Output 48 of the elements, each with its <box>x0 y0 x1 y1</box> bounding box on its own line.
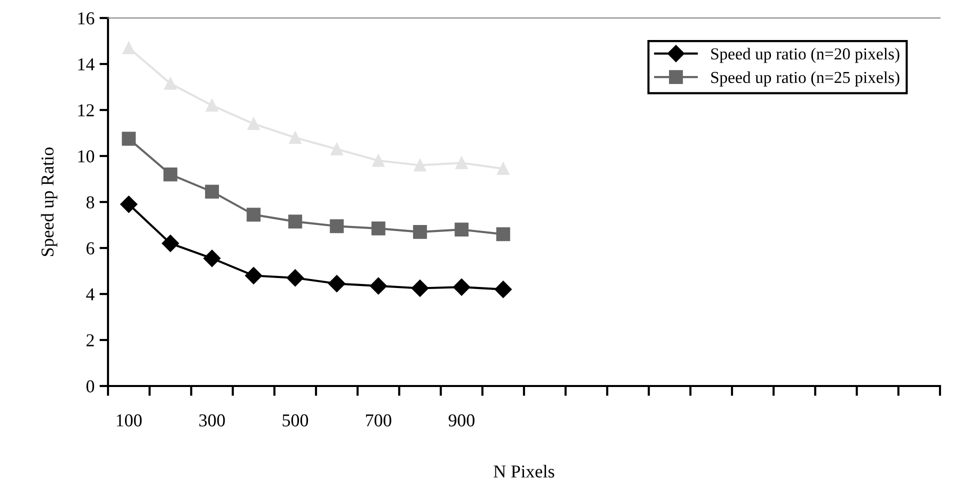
x-tick-label: 100 <box>116 414 142 426</box>
point <box>203 250 221 267</box>
point <box>163 167 178 182</box>
x-tick-label: 500 <box>282 414 308 426</box>
point <box>496 162 510 175</box>
point <box>205 184 219 199</box>
point <box>288 131 302 144</box>
point <box>371 222 386 236</box>
point <box>288 214 302 228</box>
x-tick-label: 300 <box>199 414 225 426</box>
legend-label: Speed up ratio (n=20 pixels) <box>711 48 900 63</box>
y-tick-label: 6 <box>86 242 94 254</box>
point <box>411 280 429 297</box>
point <box>164 77 177 90</box>
y-tick-label: 16 <box>78 12 94 24</box>
y-tick-label: 14 <box>78 58 95 70</box>
y-axis-title: Speed up Ratio <box>40 148 58 256</box>
point <box>454 222 469 237</box>
point <box>330 142 344 156</box>
y-tick-label: 8 <box>86 196 94 208</box>
x-tick-label: 900 <box>448 414 474 426</box>
y-tick-label: 10 <box>78 150 94 162</box>
point <box>414 158 426 172</box>
point <box>494 280 512 298</box>
point <box>328 275 346 292</box>
point <box>120 196 138 213</box>
y-tick-label: 0 <box>86 380 94 392</box>
point <box>206 99 218 112</box>
point <box>286 269 304 286</box>
point <box>162 234 179 252</box>
y-tick-label: 4 <box>86 288 95 300</box>
y-tick-label: 2 <box>86 334 94 346</box>
point <box>370 277 387 294</box>
point <box>330 219 344 234</box>
point <box>496 227 510 242</box>
point <box>245 267 262 284</box>
x-axis-title: N Pixels <box>494 464 554 478</box>
y-tick-label: 12 <box>78 104 94 116</box>
point <box>246 208 261 222</box>
point <box>247 118 260 130</box>
point <box>122 42 136 54</box>
point <box>122 132 136 146</box>
legend-label: Speed up ratio (n=25 pixels) <box>711 71 900 86</box>
point <box>413 224 427 239</box>
point <box>453 278 470 296</box>
point <box>372 154 385 167</box>
x-tick-label: 700 <box>366 414 392 426</box>
point <box>455 156 468 170</box>
